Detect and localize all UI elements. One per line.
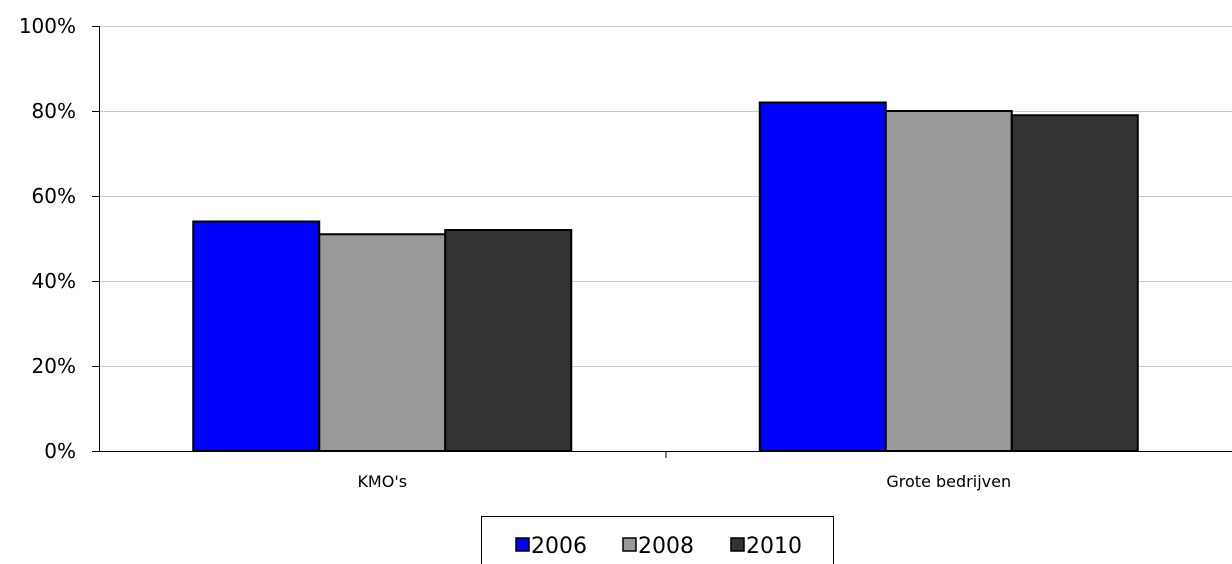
legend-label-2008: 2008 <box>638 534 694 559</box>
y-tick-label: 40% <box>32 269 76 293</box>
bars <box>192 101 1139 452</box>
x-category-label: Grote bedrijven <box>886 472 1011 491</box>
x-category-label: KMO's <box>357 472 407 491</box>
bar-2008-0 <box>318 233 447 452</box>
bar-2010-1 <box>1010 114 1139 452</box>
bar-2006-1 <box>758 101 887 452</box>
legend-swatch-2010 <box>730 537 745 552</box>
bar-2006-0 <box>192 220 321 452</box>
legend-box <box>481 516 834 564</box>
y-tick-label: 20% <box>32 354 76 378</box>
legend-swatch-2008 <box>622 537 637 552</box>
legend: 2006 2008 2010 <box>481 516 834 564</box>
legend-label-2006: 2006 <box>531 534 587 559</box>
axis-labels: 0% 20% 40% 60% 80% 100% KMO's Grote bedrijven <box>19 14 1011 491</box>
legend-swatch-2006 <box>515 537 530 552</box>
y-tick-label: 0% <box>44 439 76 463</box>
y-tick-label: 80% <box>32 99 76 123</box>
legend-label-2010: 2010 <box>746 534 802 559</box>
bar-2008-1 <box>884 110 1013 452</box>
bar-2010-0 <box>444 229 573 452</box>
y-tick-label: 60% <box>32 184 76 208</box>
y-tick-label: 100% <box>19 14 76 38</box>
